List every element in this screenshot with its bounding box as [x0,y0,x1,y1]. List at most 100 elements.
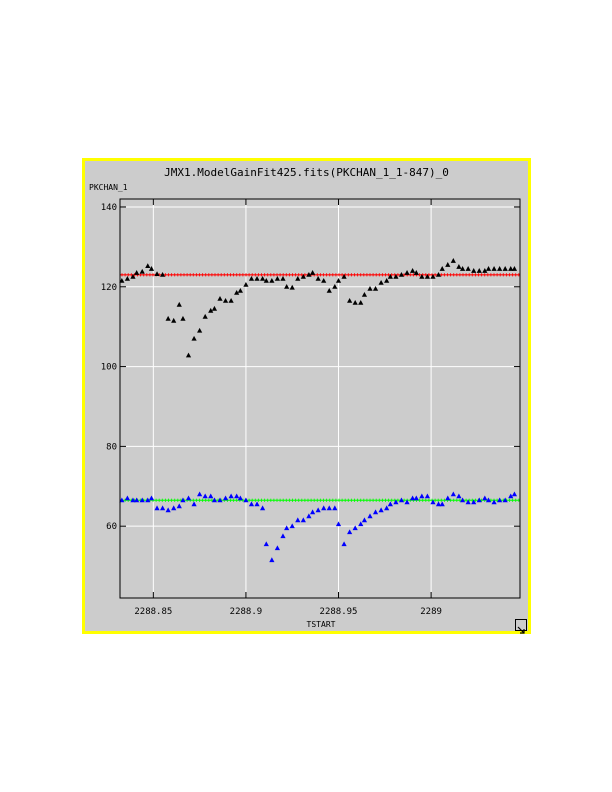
y-tick-label: 140 [101,203,117,213]
data-point [237,495,243,501]
data-point [280,276,286,281]
data-point [208,307,214,313]
data-point [476,497,482,503]
data-point [497,497,503,503]
data-point [358,299,364,305]
data-point [419,274,425,279]
data-point [321,277,327,283]
data-point [361,291,368,297]
data-point [456,264,462,269]
data-point [450,258,456,263]
y-tick-label: 120 [101,283,117,293]
data-point [424,274,431,279]
data-point [165,507,171,513]
data-point [485,497,492,503]
data-point [456,493,462,499]
data-point [134,270,140,275]
data-point [243,497,249,503]
data-point [450,491,456,497]
data-point [404,270,410,275]
data-point [309,509,316,515]
data-point [459,497,466,503]
data-point [300,517,306,523]
data-point [148,266,155,271]
data-point [148,495,155,501]
data-point [185,495,192,501]
data-point [295,517,301,523]
data-point [134,497,140,503]
data-point [476,268,482,273]
data-point [508,493,514,499]
y-tick-label: 80 [106,442,117,452]
data-point [326,505,332,511]
data-point [341,274,347,279]
data-point [228,493,234,499]
data-point [124,276,131,281]
data-point [269,557,275,563]
data-point [332,505,338,511]
data-point [367,285,373,291]
data-point [387,501,393,507]
data-point [145,263,151,269]
data-point [309,270,316,275]
data-point [139,497,145,503]
data-point [211,497,218,503]
data-point [465,266,471,271]
data-point [384,505,390,511]
data-point [180,497,186,503]
x-tick-label: 2288.9 [230,607,263,617]
data-point [409,495,416,501]
data-point [284,283,290,289]
data-point [511,266,518,271]
data-point [154,505,160,511]
data-point [306,272,312,277]
data-point [491,266,497,271]
data-point [234,493,240,499]
resize-handle[interactable] [515,619,527,634]
data-point [119,277,125,283]
data-point [274,276,281,281]
data-point [130,274,136,279]
data-point [347,529,353,535]
data-point [445,262,451,267]
data-point [502,497,508,503]
data-point [243,281,249,287]
data-point [335,521,342,527]
data-point [372,509,379,515]
data-point [347,297,353,303]
x-axis-label: TSTART [306,620,336,629]
data-point [222,297,229,303]
plot-window: JMX1.ModelGainFit425.fits(PKCHAN_1_1-847… [82,158,531,634]
data-point [159,272,166,277]
data-point [259,276,266,281]
data-point [237,287,243,293]
data-point [482,495,488,501]
data-point [482,268,488,273]
data-point [372,285,379,291]
data-point [248,501,255,507]
data-point [202,313,208,319]
data-point [315,276,321,281]
data-point [409,268,416,273]
data-point [445,495,451,501]
resize-arrow-icon [517,626,525,634]
data-point [119,497,125,503]
x-tick-label: 2289 [420,607,442,617]
data-point [202,493,208,499]
data-point [165,315,171,321]
data-point [263,277,269,283]
data-point [306,513,312,519]
data-point [326,287,332,293]
data-point [393,274,399,279]
data-point [352,299,358,305]
data-point [502,266,508,271]
data-point [300,274,306,279]
data-point [197,327,203,333]
data-point [145,497,151,503]
data-point [378,279,384,285]
data-point [263,541,269,547]
data-point [124,495,131,501]
data-point [367,513,373,519]
data-point [430,274,436,279]
data-point [435,501,442,507]
